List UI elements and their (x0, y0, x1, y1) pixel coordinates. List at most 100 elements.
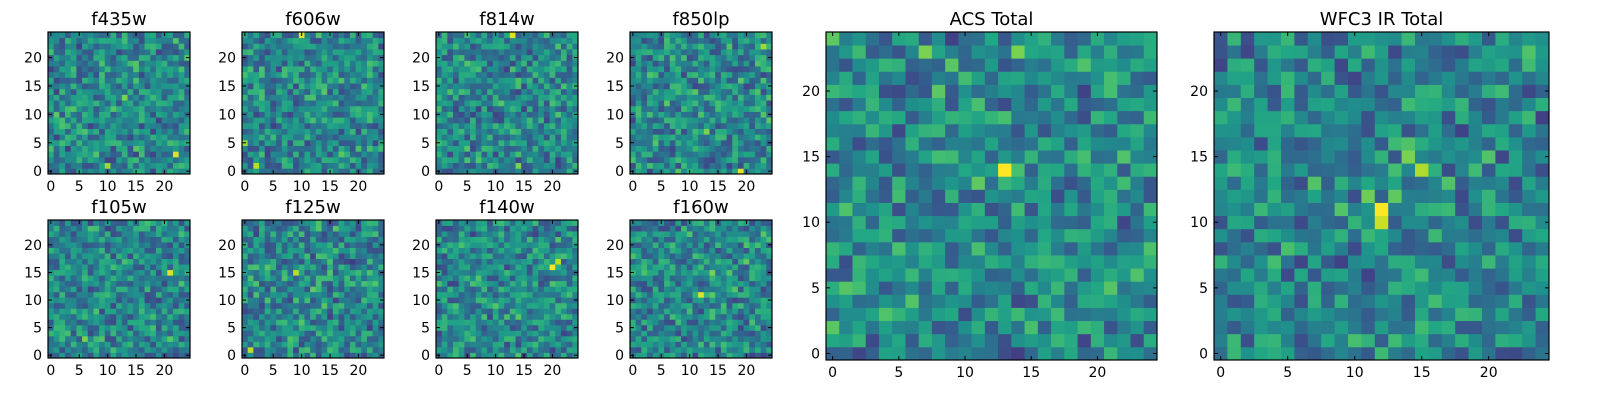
heatmap-cell (87, 313, 94, 320)
heatmap-cell (53, 335, 60, 342)
heatmap-cell (549, 77, 556, 84)
heatmap-cell (53, 151, 60, 158)
heatmap-cell (242, 105, 249, 112)
heatmap-cell (349, 269, 356, 276)
heatmap-cell (349, 313, 356, 320)
heatmap-cell (321, 156, 328, 164)
heatmap-cell (532, 66, 539, 73)
heatmap-cell (178, 341, 185, 348)
heatmap-cell (167, 286, 174, 293)
heatmap-cell (372, 324, 379, 331)
heatmap-cell (264, 275, 271, 282)
heatmap-cell (526, 77, 533, 84)
heatmap-cell (658, 128, 665, 135)
heatmap-cell (349, 275, 356, 282)
heatmap-cell (321, 341, 328, 348)
heatmap-cell (549, 88, 556, 95)
heatmap-cell (315, 258, 322, 265)
heatmap-cell (127, 100, 134, 107)
heatmap-cell (338, 231, 345, 237)
heatmap-cell (82, 122, 89, 129)
heatmap-cell (372, 341, 379, 348)
heatmap-cell (184, 156, 191, 164)
heatmap-cell (121, 236, 128, 243)
heatmap-cell (509, 117, 516, 124)
heatmap-cell (327, 83, 334, 90)
heatmap-cell (715, 151, 722, 158)
heatmap-cell (715, 134, 722, 141)
heatmap-cell (681, 77, 688, 84)
heatmap-cell (287, 54, 294, 61)
heatmap-cell (281, 139, 288, 146)
heatmap-cell (327, 100, 334, 107)
heatmap-cell (315, 49, 322, 56)
heatmap-cell (630, 151, 637, 158)
heatmap-cell (766, 156, 773, 164)
heatmap-cell (475, 145, 482, 152)
heatmap-cell (652, 88, 659, 95)
heatmap-cell (743, 302, 750, 309)
heatmap-cell (116, 94, 123, 101)
heatmap-cell (709, 32, 716, 39)
heatmap-cell (743, 156, 750, 164)
heatmap-cell (70, 32, 77, 39)
heatmap-cell (709, 105, 716, 112)
heatmap-cell (247, 49, 254, 56)
heatmap-cell (327, 264, 334, 271)
heatmap-cell (276, 236, 283, 243)
heatmap-cell (504, 66, 511, 73)
heatmap-cell (481, 43, 488, 50)
heatmap-cell (366, 134, 374, 141)
heatmap-cell (692, 302, 699, 309)
heatmap-cell (344, 291, 351, 298)
heatmap-cell (48, 156, 55, 164)
heatmap-cell (310, 105, 317, 112)
heatmap-cell (555, 346, 562, 353)
heatmap-cell (293, 105, 300, 112)
heatmap-cell (293, 253, 300, 260)
heatmap-cell (726, 88, 733, 95)
heatmap-cell (686, 275, 693, 282)
heatmap-cell (247, 117, 254, 124)
heatmap-cell (366, 253, 374, 260)
heatmap-cell (487, 111, 494, 118)
heatmap-cell (549, 269, 556, 276)
heatmap-cell (65, 145, 72, 152)
heatmap-cell (133, 275, 140, 282)
heatmap-cell (178, 151, 185, 158)
heatmap-cell (264, 94, 271, 101)
heatmap-cell (298, 37, 305, 44)
heatmap-cell (675, 111, 682, 118)
heatmap-cell (332, 313, 339, 320)
heatmap-cell (144, 313, 151, 320)
heatmap-cell (487, 324, 494, 331)
heatmap-cell (349, 346, 356, 353)
heatmap-cell (515, 297, 522, 304)
heatmap-cell (332, 37, 339, 44)
heatmap-cell (264, 117, 271, 124)
heatmap-cell (669, 286, 676, 293)
heatmap-cell (447, 253, 454, 260)
heatmap-cell (99, 32, 106, 39)
heatmap-cell (766, 280, 773, 287)
heatmap-cell (664, 341, 671, 348)
heatmap-cell (138, 280, 145, 287)
heatmap-cell (366, 100, 374, 107)
heatmap-cell (498, 168, 505, 175)
heatmap-cell (538, 330, 545, 337)
heatmap-cell (658, 71, 665, 78)
heatmap-cell (378, 247, 385, 254)
heatmap-cell (538, 324, 545, 331)
heatmap-cell (355, 105, 362, 112)
heatmap-cell (555, 168, 562, 175)
heatmap-cell (242, 319, 249, 326)
heatmap-cell (59, 275, 66, 282)
heatmap-cell (509, 71, 516, 78)
heatmap-cell (504, 236, 511, 243)
heatmap-cell (298, 122, 305, 129)
heatmap-cell (127, 264, 134, 271)
heatmap-cell (298, 308, 305, 315)
heatmap-cell (150, 291, 157, 298)
heatmap-cell (150, 134, 157, 141)
heatmap-cell (99, 60, 106, 67)
